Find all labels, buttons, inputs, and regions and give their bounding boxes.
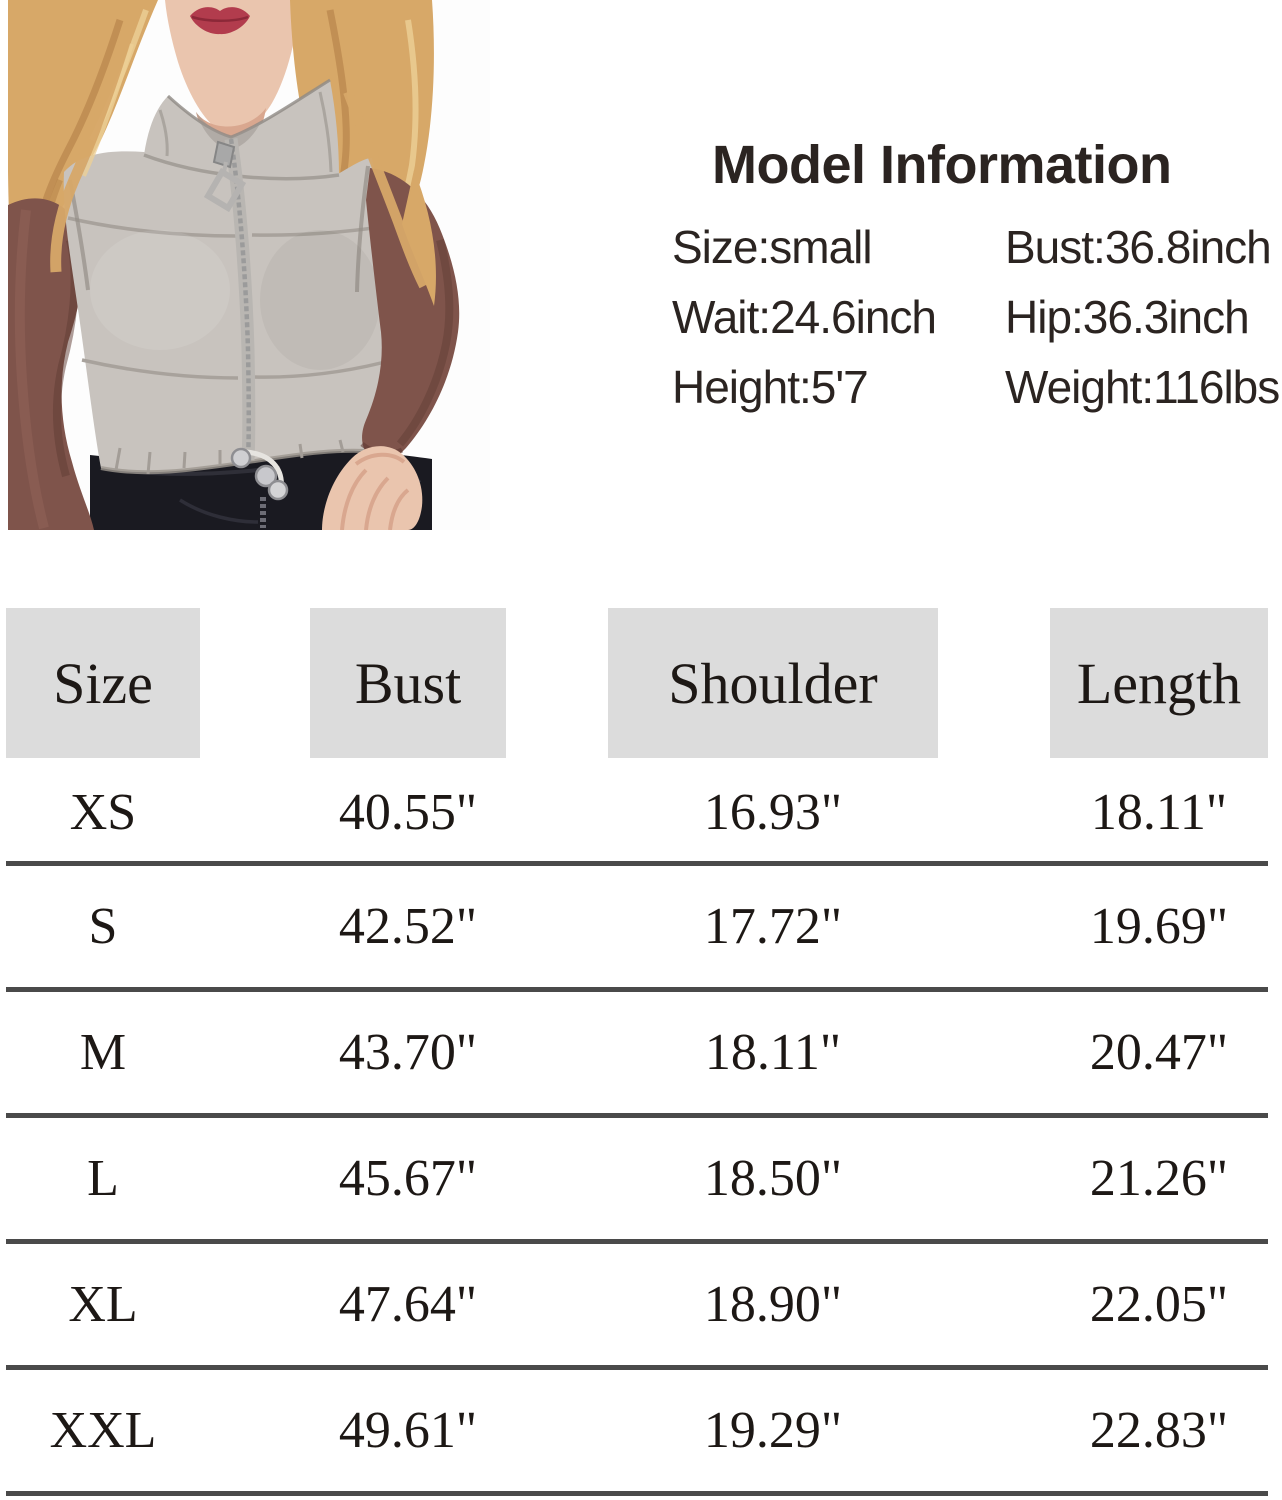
model-bust: Bust:36.8inch bbox=[1005, 221, 1272, 273]
model-waist: Wait:24.6inch bbox=[672, 291, 937, 343]
cell-bust: 40.55" bbox=[338, 784, 478, 841]
size-table-header-row: Size Bust Shoulder Length bbox=[6, 608, 1268, 758]
cell-length: 19.69" bbox=[1089, 898, 1229, 955]
header-bust: Bust bbox=[310, 608, 506, 758]
cell-shoulder: 16.93" bbox=[703, 784, 843, 841]
cell-shoulder: 18.50" bbox=[703, 1150, 843, 1207]
cell-size: L bbox=[87, 1150, 119, 1207]
model-info-col-left: Size:small Wait:24.6inch Height:5'7 bbox=[672, 212, 1005, 422]
model-height: Height:5'7 bbox=[672, 361, 869, 413]
cell-bust: 49.61" bbox=[338, 1402, 478, 1459]
product-photo bbox=[8, 0, 490, 530]
table-row: XXL 49.61" 19.29" 22.83" bbox=[6, 1370, 1268, 1496]
cell-length: 18.11" bbox=[1090, 784, 1228, 841]
cell-length: 20.47" bbox=[1089, 1024, 1229, 1081]
table-row: XS 40.55" 16.93" 18.11" bbox=[6, 758, 1268, 866]
model-info-title: Model Information bbox=[712, 135, 1172, 196]
table-row: L 45.67" 18.50" 21.26" bbox=[6, 1118, 1268, 1244]
cell-bust: 45.67" bbox=[338, 1150, 478, 1207]
zipper-pull-ring bbox=[203, 167, 247, 213]
cell-length: 21.26" bbox=[1089, 1150, 1229, 1207]
vest-collar bbox=[144, 80, 339, 180]
header-shoulder: Shoulder bbox=[608, 608, 938, 758]
model-size: Size:small bbox=[672, 221, 873, 273]
zipper bbox=[203, 138, 256, 461]
cell-size: S bbox=[88, 898, 118, 955]
cell-shoulder: 17.72" bbox=[703, 898, 843, 955]
header-length: Length bbox=[1050, 608, 1268, 758]
cell-bust: 42.52" bbox=[338, 898, 478, 955]
cell-length: 22.05" bbox=[1089, 1276, 1229, 1333]
puffer-vest bbox=[63, 78, 390, 475]
table-row: M 43.70" 18.11" 20.47" bbox=[6, 992, 1268, 1118]
front-hair-strands bbox=[50, 38, 436, 306]
header-size: Size bbox=[6, 608, 200, 758]
cell-shoulder: 18.11" bbox=[704, 1024, 842, 1081]
zipper-slider bbox=[212, 140, 236, 169]
cell-size: XXL bbox=[49, 1402, 157, 1459]
table-row: S 42.52" 17.72" 19.69" bbox=[6, 866, 1268, 992]
size-table: Size Bust Shoulder Length XS 40.55" 16.9… bbox=[6, 608, 1268, 1496]
model-hip: Hip:36.3inch bbox=[1005, 291, 1250, 343]
model-info-details: Size:small Wait:24.6inch Height:5'7 Bust… bbox=[672, 212, 1282, 422]
cell-size: M bbox=[79, 1024, 127, 1081]
cell-bust: 43.70" bbox=[338, 1024, 478, 1081]
jeans-buttons-drawcord bbox=[230, 447, 289, 501]
cell-size: XS bbox=[69, 784, 137, 841]
cell-length: 22.83" bbox=[1089, 1402, 1229, 1459]
cell-shoulder: 18.90" bbox=[703, 1276, 843, 1333]
table-row: XL 47.64" 18.90" 22.05" bbox=[6, 1244, 1268, 1370]
cell-shoulder: 19.29" bbox=[703, 1402, 843, 1459]
model-info-col-right: Bust:36.8inch Hip:36.3inch Weight:116lbs bbox=[1005, 212, 1282, 422]
right-arm bbox=[322, 168, 460, 530]
cell-bust: 47.64" bbox=[338, 1276, 478, 1333]
size-table-body: XS 40.55" 16.93" 18.11" S 42.52" 17.72" … bbox=[6, 758, 1268, 1496]
model-weight: Weight:116lbs bbox=[1005, 361, 1280, 413]
cell-size: XL bbox=[68, 1276, 138, 1333]
